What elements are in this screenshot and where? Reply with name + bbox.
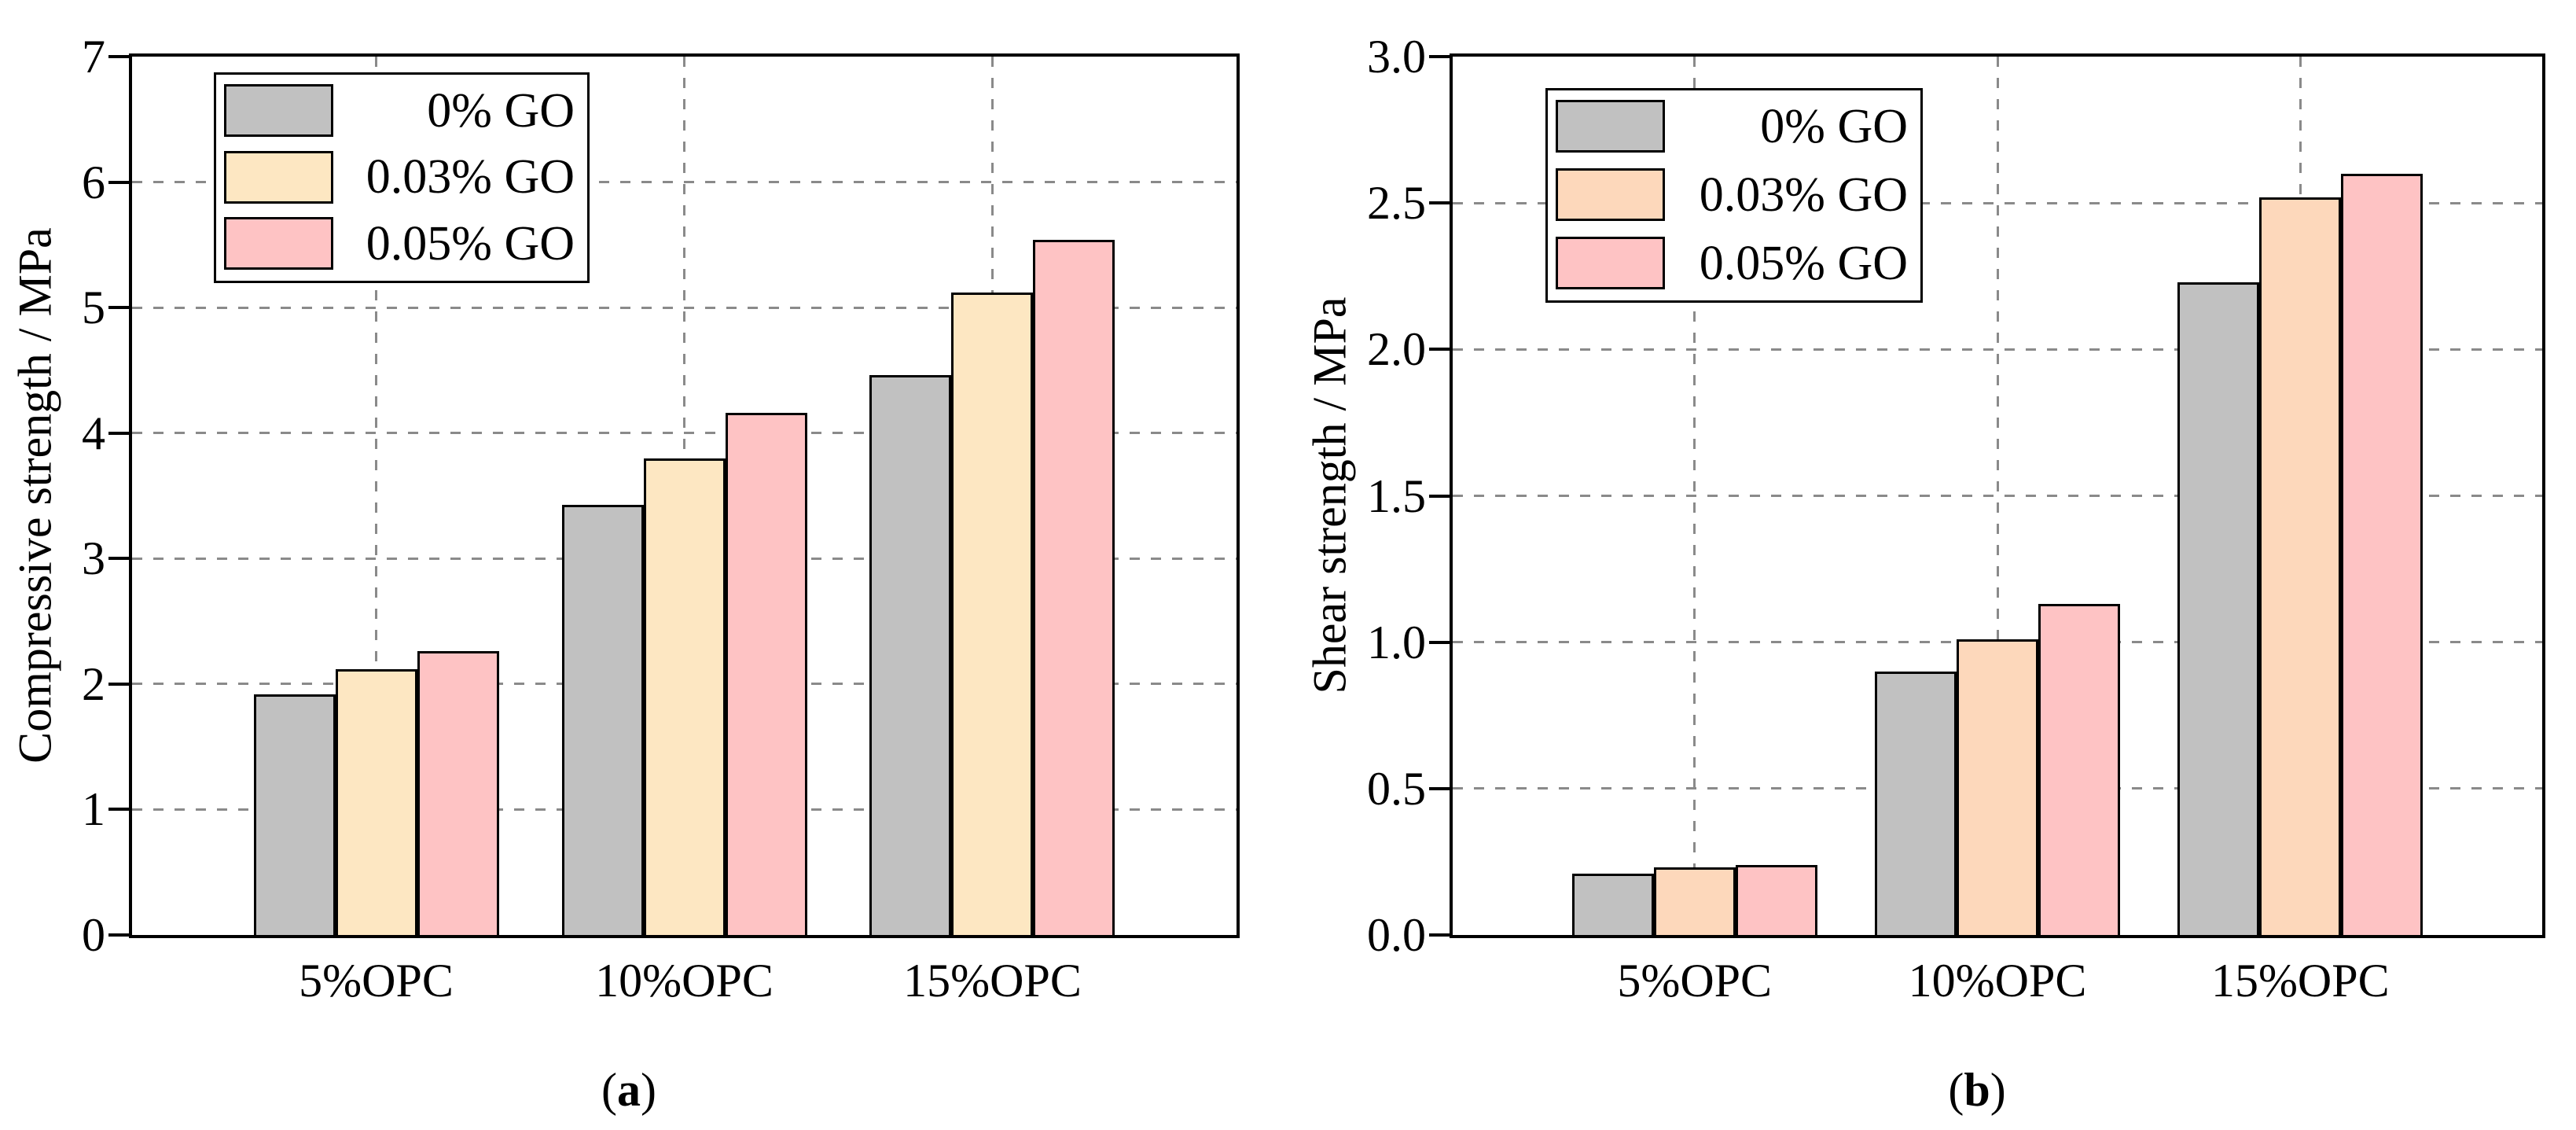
bar-005GO-5OPC bbox=[1735, 864, 1817, 935]
y-tick-label: 0.5 bbox=[1367, 762, 1426, 815]
legend-label: 0% GO bbox=[1760, 99, 1908, 153]
caption-open-paren: ( bbox=[1948, 1064, 1964, 1116]
bar-003GO-10OPC bbox=[1957, 639, 2038, 935]
x-category-label: 10%OPC bbox=[1908, 955, 2087, 1007]
legend-swatch bbox=[1556, 237, 1665, 289]
x-category-label: 15%OPC bbox=[903, 955, 1082, 1007]
y-tick-label: 6 bbox=[82, 156, 105, 208]
legend-item: 0.05% GO bbox=[224, 217, 575, 270]
y-tick-label: 2 bbox=[82, 657, 105, 710]
caption-open-paren: ( bbox=[601, 1064, 617, 1116]
bar-003GO-10OPC bbox=[643, 458, 726, 935]
y-tick bbox=[1429, 201, 1450, 205]
x-category-label: 15%OPC bbox=[2210, 955, 2390, 1007]
y-tick-label: 7 bbox=[82, 31, 105, 83]
caption-close-paren: ) bbox=[641, 1064, 656, 1116]
bar-005GO-10OPC bbox=[2038, 604, 2120, 935]
bar-0GO-5OPC bbox=[253, 694, 336, 935]
y-tick-label: 1.5 bbox=[1367, 469, 1426, 522]
legend-label: 0.03% GO bbox=[1699, 167, 1908, 222]
bar-005GO-15OPC bbox=[1033, 239, 1115, 935]
legend-item: 0.03% GO bbox=[224, 150, 575, 204]
caption-b: (b) bbox=[1948, 1066, 2005, 1113]
bar-005GO-10OPC bbox=[725, 413, 807, 935]
bar-0GO-5OPC bbox=[1571, 873, 1654, 935]
y-tick bbox=[1429, 348, 1450, 352]
legend-item: 0% GO bbox=[1556, 100, 1908, 153]
legend-label: 0% GO bbox=[427, 83, 575, 138]
y-axis-title-a: Compressive strength / MPa bbox=[9, 227, 61, 764]
bar-0GO-15OPC bbox=[2177, 282, 2260, 935]
bar-005GO-5OPC bbox=[417, 651, 499, 935]
bar-003GO-15OPC bbox=[951, 293, 1034, 935]
legend-swatch bbox=[224, 217, 333, 270]
x-category-label: 5%OPC bbox=[1617, 955, 1773, 1007]
y-tick bbox=[1429, 55, 1450, 58]
legend-swatch bbox=[224, 150, 333, 204]
bar-0GO-15OPC bbox=[869, 375, 952, 935]
caption-a: (a) bbox=[601, 1066, 656, 1113]
y-tick-label: 3.0 bbox=[1367, 31, 1426, 83]
legend-swatch bbox=[1556, 168, 1665, 221]
legend-label: 0.05% GO bbox=[1699, 236, 1908, 290]
y-tick-label: 2.5 bbox=[1367, 177, 1426, 230]
legend-item: 0% GO bbox=[224, 84, 575, 137]
bar-003GO-5OPC bbox=[1653, 867, 1736, 935]
legend-item: 0.03% GO bbox=[1556, 168, 1908, 221]
legend-label: 0.05% GO bbox=[366, 216, 575, 271]
caption-close-paren: ) bbox=[1990, 1064, 2006, 1116]
y-tick-label: 2.0 bbox=[1367, 323, 1426, 376]
y-tick-label: 5 bbox=[82, 282, 105, 334]
bar-0GO-10OPC bbox=[561, 504, 644, 935]
y-tick bbox=[108, 431, 129, 435]
y-tick bbox=[108, 933, 129, 937]
y-tick bbox=[1429, 786, 1450, 790]
y-tick bbox=[108, 557, 129, 561]
bar-0GO-10OPC bbox=[1875, 671, 1957, 935]
y-tick bbox=[108, 682, 129, 686]
y-tick bbox=[1429, 494, 1450, 498]
panel-a-plot: 0 1 2 3 4 5 6 7 5%OPC 10%OPC 15%OPC 0% GO 0.03% GO 0.… bbox=[82, 33, 1240, 1004]
x-category-label: 10%OPC bbox=[595, 955, 774, 1007]
y-tick bbox=[108, 306, 129, 310]
caption-letter: a bbox=[617, 1064, 641, 1116]
y-tick bbox=[108, 180, 129, 184]
y-tick-label: 0 bbox=[82, 909, 105, 961]
y-axis-title-b: Shear strength / MPa bbox=[1303, 296, 1356, 694]
legend: 0% GO 0.03% GO 0.05% GO bbox=[214, 72, 590, 283]
y-tick-label: 1 bbox=[82, 783, 105, 836]
legend-swatch bbox=[224, 84, 333, 137]
legend-item: 0.05% GO bbox=[1556, 237, 1908, 289]
y-tick-label: 1.0 bbox=[1367, 616, 1426, 668]
v-gridline bbox=[1693, 57, 1696, 935]
y-tick bbox=[108, 55, 129, 58]
legend: 0% GO 0.03% GO 0.05% GO bbox=[1545, 88, 1923, 303]
bar-005GO-15OPC bbox=[2341, 173, 2423, 935]
y-tick bbox=[108, 808, 129, 812]
y-tick-label: 3 bbox=[82, 532, 105, 585]
bar-003GO-5OPC bbox=[335, 668, 417, 935]
y-tick bbox=[1429, 933, 1450, 937]
bar-003GO-15OPC bbox=[2259, 197, 2342, 935]
v-gridline bbox=[375, 57, 377, 935]
y-tick-label: 4 bbox=[82, 407, 105, 459]
legend-label: 0.03% GO bbox=[366, 150, 575, 204]
v-gridline bbox=[1996, 57, 1999, 935]
x-category-label: 5%OPC bbox=[299, 955, 454, 1007]
legend-swatch bbox=[1556, 100, 1665, 153]
y-tick bbox=[1429, 640, 1450, 644]
caption-letter: b bbox=[1964, 1064, 1990, 1116]
panel-b-plot: 0.0 0.5 1.0 1.5 2.0 2.5 3.0 5%OPC 10%OPC 15%OPC 0%… bbox=[1367, 33, 2545, 1004]
y-tick-label: 0.0 bbox=[1367, 909, 1426, 961]
